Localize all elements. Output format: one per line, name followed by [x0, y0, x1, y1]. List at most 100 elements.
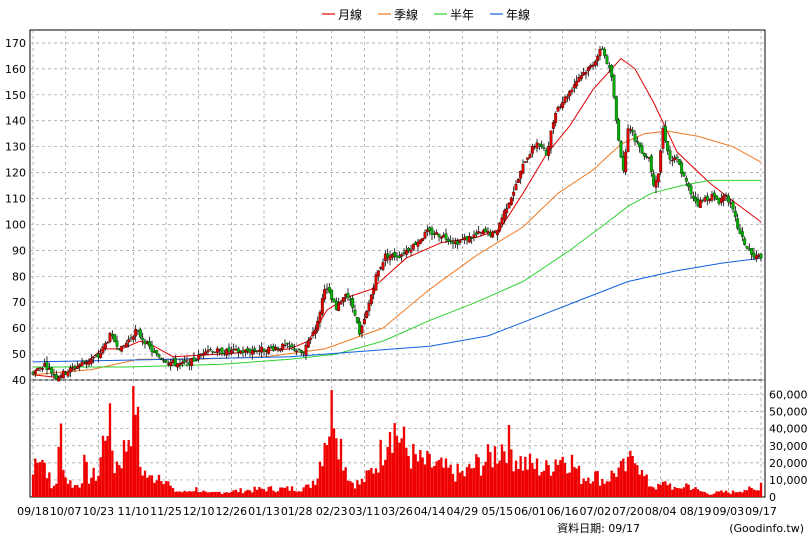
volume-bar [596, 470, 599, 497]
candle-body [670, 159, 674, 162]
volume-bar [470, 468, 473, 497]
volume-bar [157, 474, 161, 497]
candle-body [561, 102, 565, 108]
volume-bar [493, 446, 497, 497]
candle-body [512, 191, 516, 196]
candle-body [603, 49, 607, 56]
volume-bar [498, 460, 501, 497]
candle-body [472, 234, 476, 238]
volume-bar [468, 464, 471, 497]
candle-body [285, 342, 289, 345]
volume-bar [204, 491, 207, 497]
volume-bar [510, 449, 513, 497]
volume-bar [132, 386, 135, 497]
candle-body [355, 316, 359, 323]
volume-bar [386, 446, 389, 497]
candle-body [404, 250, 408, 255]
candle-body [430, 228, 434, 235]
volume-bar [188, 491, 191, 497]
price-y-tick-label: 110 [5, 193, 26, 206]
candle-body [740, 231, 744, 237]
volume-bar [675, 487, 679, 497]
volume-bar [225, 492, 228, 497]
halfyear-ma-line [33, 179, 761, 368]
volume-bar [671, 489, 674, 497]
volume-bar [45, 478, 49, 497]
volume-bar [689, 489, 693, 497]
volume-bar [559, 460, 562, 497]
volume-bar [160, 481, 163, 497]
volume-bar [106, 436, 109, 497]
volume-bar [71, 487, 74, 497]
volume-bar [286, 486, 289, 497]
x-tick-label: 06/16 [547, 505, 579, 518]
volume-bar [622, 458, 625, 497]
volume-bar [755, 490, 758, 497]
volume-bar [73, 485, 77, 497]
volume-bar [349, 481, 352, 497]
volume-bar [461, 471, 464, 497]
volume-bar [216, 491, 219, 497]
volume-bar [519, 456, 522, 497]
volume-bar [423, 464, 427, 497]
volume-bar [748, 486, 751, 497]
volume-bar [409, 468, 413, 497]
price-y-tick-label: 60 [12, 322, 26, 335]
x-tick-label: 01/28 [281, 505, 313, 518]
candle-body [631, 130, 635, 133]
x-tick-label: 11/25 [150, 505, 182, 518]
volume-bar [295, 491, 298, 497]
volume-bar [328, 436, 331, 497]
volume-bar [605, 481, 609, 497]
candle-body [605, 55, 609, 64]
volume-bar [80, 483, 84, 497]
candle-body [337, 302, 341, 311]
candle-body [467, 235, 471, 243]
footer-date: 資料日期: 09/17 [557, 521, 640, 535]
volume-bar [265, 491, 268, 497]
x-tick-label: 08/04 [645, 505, 677, 518]
candle-body [659, 150, 663, 173]
volume-bar [615, 476, 618, 497]
candle-body [54, 374, 58, 380]
candle-body [376, 270, 380, 277]
volume-bar [90, 477, 93, 497]
volume-bar [535, 458, 539, 497]
candle-body [596, 55, 600, 61]
candle-body [519, 170, 523, 179]
x-tick-label: 12/26 [215, 505, 247, 518]
volume-bar [283, 487, 287, 497]
volume-bar [482, 465, 485, 497]
volume-bar [370, 468, 373, 497]
volume-bar [356, 480, 359, 497]
candle-body [675, 156, 679, 159]
volume-bar [433, 465, 436, 497]
volume-bar [78, 487, 81, 497]
volume-bar [141, 475, 144, 497]
volume-bar [260, 488, 263, 497]
candle-body [220, 347, 224, 355]
candle-body [516, 179, 520, 183]
candle-body [157, 354, 161, 358]
legend-halfyear-label: 半年 [450, 8, 474, 22]
candle-body [712, 192, 716, 197]
candle-body [103, 343, 107, 349]
volume-bar [465, 467, 469, 497]
candle-body [486, 231, 490, 234]
candle-body [61, 370, 65, 379]
candle-body [120, 345, 124, 352]
volume-bar [682, 487, 686, 497]
volume-bar [174, 491, 177, 497]
candle-body [745, 245, 749, 249]
candle-body [148, 341, 152, 347]
volume-bar [332, 428, 336, 497]
volume-bar [540, 471, 543, 497]
volume-bar [311, 480, 315, 497]
candle-body [698, 200, 702, 208]
volume-bar [561, 456, 564, 497]
candle-body [45, 361, 49, 371]
candle-body [677, 159, 681, 165]
volume-bar [55, 483, 58, 497]
x-tick-label: 10/23 [82, 505, 114, 518]
volume-bar [750, 487, 753, 497]
